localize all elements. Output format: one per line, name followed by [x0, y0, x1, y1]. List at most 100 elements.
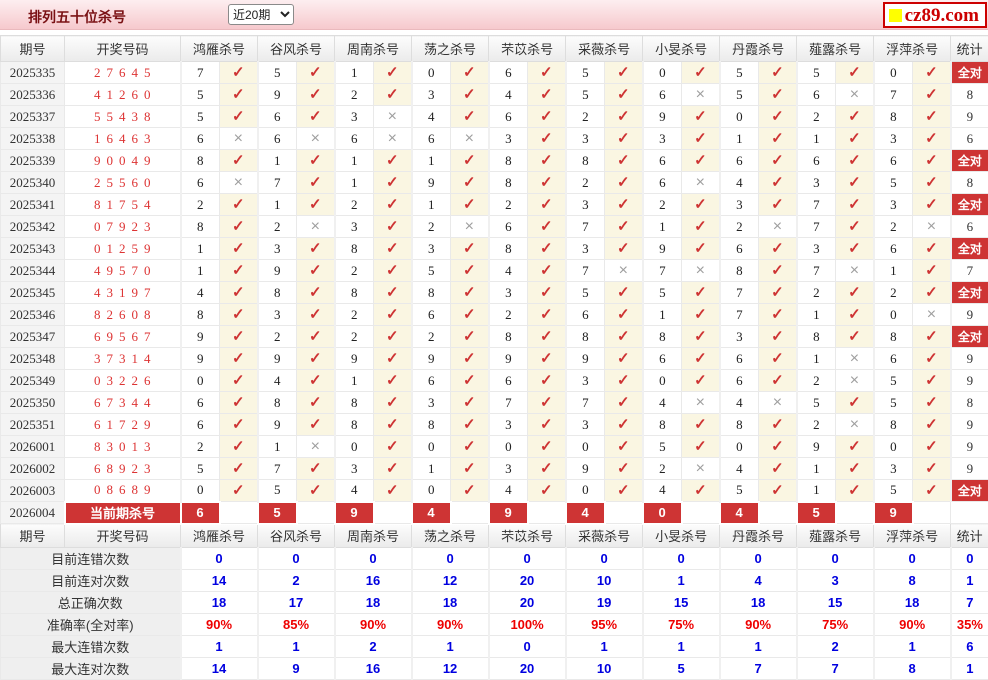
- kill-mark-cell: ✓: [527, 413, 567, 436]
- check-icon: ✓: [925, 240, 938, 257]
- check-icon: ✓: [308, 64, 322, 81]
- check-icon: ✓: [386, 218, 399, 235]
- cross-icon: ×: [849, 415, 860, 433]
- kill-number-cell: 1: [179, 259, 220, 282]
- col-header-expert: 采薇杀号: [565, 35, 644, 62]
- kill-number-cell: 6: [641, 83, 683, 106]
- kill-mark-cell: ✓: [758, 61, 798, 84]
- kill-mark-cell: ✓: [373, 171, 413, 194]
- kill-number-cell: 1: [795, 303, 837, 326]
- kill-mark-cell: ✓: [218, 281, 259, 304]
- kill-mark-cell: ✓: [527, 237, 567, 260]
- col-header-expert: 薤露杀号: [796, 523, 875, 548]
- col-header-numbers: 开奖号码: [64, 523, 181, 548]
- col-header-expert: 芣苡杀号: [488, 35, 567, 62]
- kill-number-cell: 6: [333, 127, 375, 150]
- period-cell: 2025337: [0, 105, 65, 128]
- table-row: 2025335 27645 7 ✓ 5 ✓ 1 ✓ 0 ✓ 6 ✓ 5 ✓ 0 ✓ 5 ✓ 5 ✓ 0 ✓ 全对: [0, 61, 988, 84]
- check-icon: ✓: [231, 108, 245, 125]
- kill-mark-cell: ✓: [527, 259, 567, 282]
- summary-row: 准确率(全对率) 90% 85% 90% 90% 100% 95% 75% 90% 75% 90% 3…: [0, 613, 988, 636]
- kill-mark-cell: ✓: [450, 435, 490, 458]
- check-icon: ✓: [231, 218, 245, 235]
- all-correct-badge: 全对: [957, 286, 982, 300]
- check-icon: ✓: [231, 394, 245, 411]
- kill-number-cell: 1: [795, 479, 837, 502]
- check-icon: ✓: [231, 306, 245, 323]
- kill-mark-cell: ✓: [604, 105, 644, 128]
- site-logo[interactable]: cz89.com: [882, 2, 987, 28]
- kill-mark-cell: ✓: [604, 347, 644, 370]
- kill-mark-cell: ✓: [604, 61, 644, 84]
- kill-mark-cell: ×: [758, 215, 798, 238]
- check-icon: ✓: [925, 152, 938, 169]
- kill-number-cell: 8: [641, 325, 683, 348]
- kill-mark-cell: ✓: [681, 237, 721, 260]
- check-icon: ✓: [231, 240, 245, 257]
- kill-mark-cell: ✓: [450, 413, 490, 436]
- stat-cell: 全对: [949, 61, 988, 84]
- kill-mark-cell: ✓: [296, 325, 336, 348]
- summary-value-cell: 14: [179, 657, 259, 680]
- summary-value-cell: 0: [179, 547, 259, 570]
- kill-mark-cell: ✓: [681, 281, 721, 304]
- kill-number-cell: 3: [333, 457, 375, 480]
- stat-cell: 全对: [949, 325, 988, 348]
- check-icon: ✓: [308, 240, 322, 257]
- kill-number-cell: 0: [564, 479, 606, 502]
- kill-mark-cell: ✓: [681, 127, 721, 150]
- stat-cell: 全对: [949, 237, 988, 260]
- kill-mark-cell: ✓: [681, 325, 721, 348]
- cross-icon: ×: [695, 261, 706, 279]
- kill-mark-cell: ✓: [835, 303, 875, 326]
- period-cell: 2025350: [0, 391, 65, 414]
- stat-cell: 9: [949, 347, 988, 370]
- kill-mark-cell: ✓: [604, 215, 644, 238]
- kill-number-cell: 9: [333, 347, 375, 370]
- kill-mark-cell: ✓: [296, 391, 336, 414]
- kill-number-cell: 5: [564, 61, 606, 84]
- summary-value-cell: 1: [179, 635, 259, 658]
- summary-value-cell: 15: [795, 591, 875, 614]
- draw-numbers-cell: 43197: [64, 281, 181, 304]
- kill-mark-cell: ✓: [218, 215, 259, 238]
- kill-number-cell: 9: [410, 347, 452, 370]
- check-icon: ✓: [925, 350, 938, 367]
- check-icon: ✓: [617, 372, 630, 389]
- summary-value-cell: 20: [487, 591, 567, 614]
- check-icon: ✓: [771, 460, 784, 477]
- current-kill-blank-cell: [835, 501, 875, 524]
- kill-number-cell: 0: [410, 61, 452, 84]
- all-correct-badge: 全对: [957, 484, 982, 498]
- kill-number-cell: 2: [641, 457, 683, 480]
- kill-number-cell: 2: [872, 215, 914, 238]
- table-row: 2026001 83013 2 ✓ 1 × 0 ✓ 0 ✓ 0 ✓ 0 ✓ 5 ✓ 0 ✓ 9 ✓ 0 ✓ 9: [0, 435, 988, 458]
- col-header-expert: 浮萍杀号: [873, 35, 952, 62]
- summary-value-cell: 1: [256, 635, 336, 658]
- kill-number-cell: 0: [487, 435, 529, 458]
- summary-row: 目前连错次数 0 0 0 0 0 0 0 0 0 0 0: [0, 547, 988, 570]
- kill-number-cell: 3: [641, 127, 683, 150]
- cross-icon: ×: [695, 393, 706, 411]
- kill-mark-cell: ✓: [373, 369, 413, 392]
- summary-value-cell: 2: [333, 635, 413, 658]
- kill-mark-cell: ✓: [373, 435, 413, 458]
- draw-numbers-cell: 03226: [64, 369, 181, 392]
- check-icon: ✓: [463, 64, 476, 81]
- kill-mark-cell: ✓: [450, 391, 490, 414]
- period-cell: 2025341: [0, 193, 65, 216]
- summary-value-cell: 0: [487, 547, 567, 570]
- summary-value-cell: 9: [256, 657, 336, 680]
- kill-mark-cell: ✓: [681, 303, 721, 326]
- check-icon: ✓: [771, 284, 784, 301]
- check-icon: ✓: [308, 284, 322, 301]
- kill-mark-cell: ✓: [912, 391, 952, 414]
- current-kill-blank-cell: [373, 501, 413, 524]
- check-icon: ✓: [694, 218, 707, 235]
- kill-mark-cell: ✓: [604, 325, 644, 348]
- check-icon: ✓: [386, 196, 399, 213]
- check-icon: ✓: [771, 328, 784, 345]
- summary-value-cell: 12: [410, 657, 490, 680]
- range-select[interactable]: 近20期: [228, 4, 294, 25]
- check-icon: ✓: [694, 416, 707, 433]
